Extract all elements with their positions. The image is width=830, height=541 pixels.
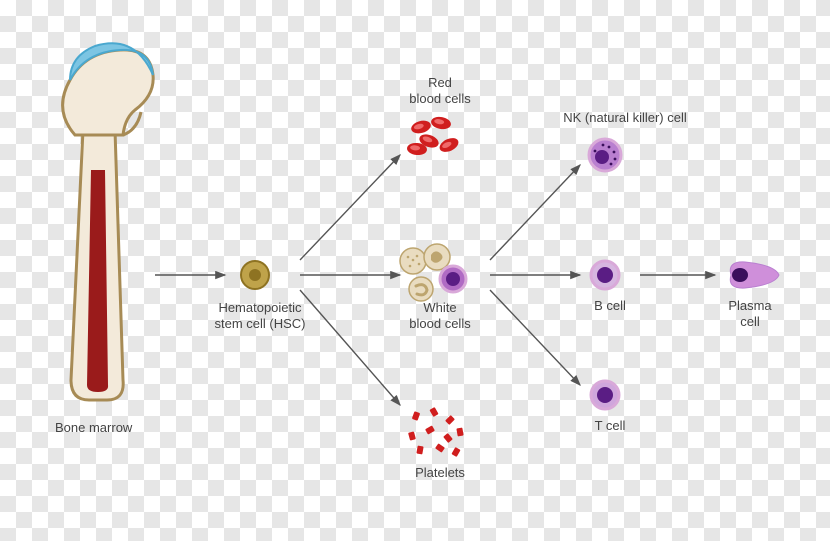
wbc-label: White blood cells (395, 300, 485, 333)
bone-marrow-label: Bone marrow (55, 420, 165, 436)
wbc-label-line1: White (423, 300, 456, 315)
hsc-label-line1: Hematopoietic (218, 300, 301, 315)
platelets-label: Platelets (400, 465, 480, 481)
plasma-label-line1: Plasma (728, 298, 771, 313)
arrow-hsc-to-rbc (300, 155, 400, 260)
tcell-label: T cell (575, 418, 645, 434)
rbc-label-line2: blood cells (409, 91, 470, 106)
arrows (155, 155, 715, 405)
nk-label: NK (natural killer) cell (540, 110, 710, 126)
hsc-label: Hematopoietic stem cell (HSC) (200, 300, 320, 333)
bcell-label: B cell (575, 298, 645, 314)
plasma-label-line2: cell (740, 314, 760, 329)
rbc-icon (407, 115, 461, 155)
plasma-cell-icon (730, 262, 779, 288)
plasma-label: Plasma cell (710, 298, 790, 331)
rbc-label: Red blood cells (395, 75, 485, 108)
wbc-label-line2: blood cells (409, 316, 470, 331)
wbc-icon (400, 244, 466, 301)
platelets-icon (408, 407, 464, 457)
t-cell-icon (591, 381, 619, 409)
arrow-wbc-to-nk (490, 165, 580, 260)
rbc-label-line1: Red (428, 75, 452, 90)
b-cell-icon (591, 261, 619, 289)
arrow-wbc-to-tcell (490, 290, 580, 385)
nk-cell-icon (589, 139, 621, 171)
hsc-label-line2: stem cell (HSC) (214, 316, 305, 331)
hsc-icon (241, 261, 269, 289)
bone-marrow-icon (63, 43, 154, 400)
